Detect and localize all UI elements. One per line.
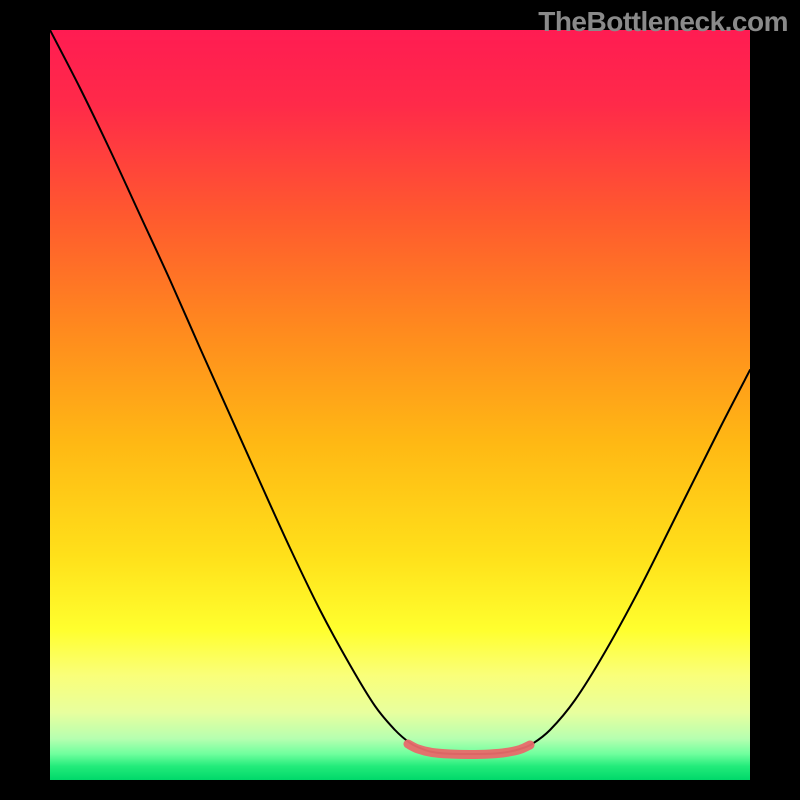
watermark-text: TheBottleneck.com — [538, 6, 788, 38]
gradient-plot-area — [50, 30, 750, 780]
chart-container: TheBottleneck.com — [0, 0, 800, 800]
chart-svg — [0, 0, 800, 800]
